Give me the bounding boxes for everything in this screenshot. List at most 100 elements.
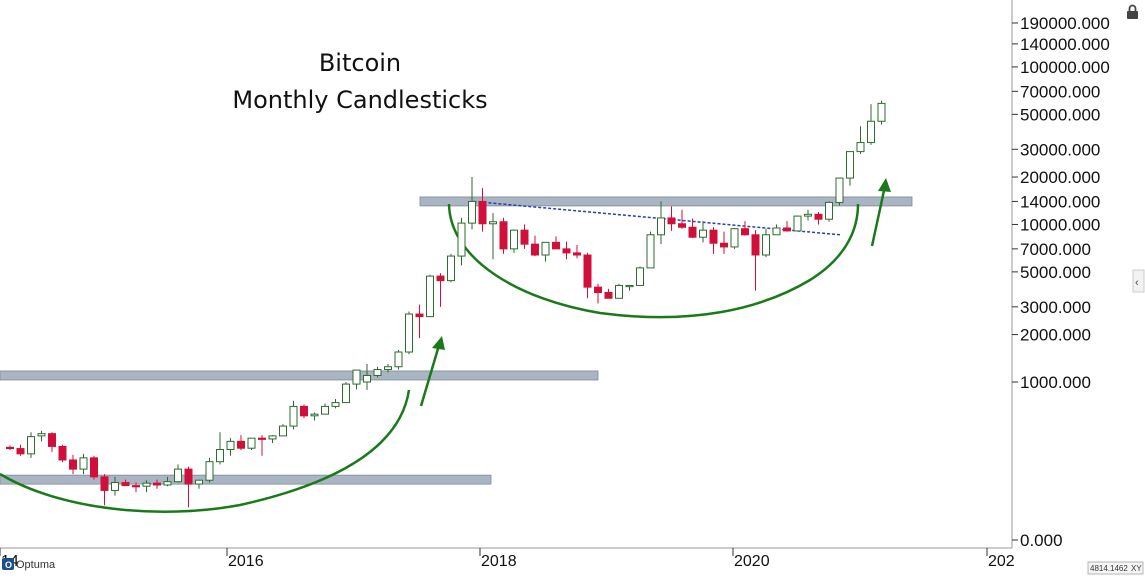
candle-up (489, 221, 497, 225)
candle-down (121, 482, 130, 487)
candle-up (111, 482, 119, 491)
candle-up (310, 413, 319, 417)
arrow-head-2017 (432, 336, 445, 350)
candle-up (762, 234, 770, 256)
chart-title-line-2: Monthly Candlesticks (232, 86, 487, 114)
candle-up (636, 267, 644, 286)
arrow-up-2017 (419, 341, 442, 407)
y-tick-label: 2000.000 (1020, 326, 1091, 345)
candle-up (331, 402, 340, 407)
candle-up (541, 241, 550, 256)
candle-up (247, 437, 256, 449)
candle-up (384, 366, 392, 371)
support-zone (0, 474, 492, 485)
candle-down (709, 229, 718, 244)
candle-up (426, 275, 434, 318)
candle-up (772, 227, 781, 236)
candle-up (835, 177, 844, 203)
svg-text:O: O (5, 560, 12, 570)
x-tick-label: 202 (988, 553, 1015, 570)
y-tick-label: 1000.000 (1020, 373, 1091, 392)
candle-up (27, 436, 35, 455)
candle-up (37, 433, 46, 437)
candle-down (237, 440, 245, 449)
candle-up (226, 440, 235, 450)
candle-up (699, 229, 707, 238)
candle-down (48, 433, 56, 447)
x-tick-label: 2016 (228, 553, 264, 570)
arc-2017-2020 (447, 203, 860, 319)
candle-up (846, 151, 854, 179)
candle-up (510, 229, 518, 250)
candle-up (163, 481, 172, 486)
candle-down (153, 482, 161, 486)
candle-up (447, 255, 455, 282)
y-tick-label: 70000.000 (1020, 82, 1100, 101)
candle-up (405, 313, 413, 353)
candle-up (268, 435, 277, 440)
candle-up (856, 142, 865, 153)
y-tick-label: 10000.000 (1020, 215, 1100, 234)
candle-down (478, 200, 487, 225)
arrow-up-2020 (870, 185, 887, 247)
support-zone (419, 196, 913, 207)
candle-up (352, 369, 361, 385)
candle-down (594, 286, 602, 293)
candles (6, 100, 886, 508)
support-zone (0, 370, 599, 381)
candle-down (520, 229, 529, 245)
candle-down (6, 446, 14, 450)
svg-text:‹: ‹ (1135, 277, 1139, 289)
candle-up (289, 405, 298, 427)
lock-icon[interactable] (1127, 4, 1138, 20)
candle-down (741, 228, 749, 236)
candle-up (730, 228, 739, 248)
candle-up (195, 479, 203, 485)
y-tick-label: 3000.000 (1020, 298, 1091, 317)
y-tick-label: 5000.000 (1020, 263, 1091, 282)
candle-down (678, 223, 686, 228)
y-tick-label: 14000.000 (1020, 192, 1100, 211)
y-tick-label: 50000.000 (1020, 105, 1100, 124)
candle-down (90, 457, 98, 478)
candle-down (132, 485, 140, 488)
y-tick-label: 0.000 (1020, 531, 1063, 550)
candle-up (457, 222, 466, 257)
candle-up (825, 201, 833, 220)
y-axis: 190000.000 140000.000 100000.000 70000.000 5… (1012, 14, 1110, 550)
candle-down (499, 221, 508, 250)
candle-up (342, 383, 350, 404)
candle-down (667, 217, 676, 225)
candle-up (142, 482, 151, 487)
candle-up (468, 200, 476, 224)
y-tick-label: 140000.000 (1020, 35, 1110, 54)
candle-up (174, 468, 182, 483)
candle-up (657, 217, 665, 236)
rounding-arcs (0, 178, 891, 513)
candle-down (531, 243, 539, 256)
candle-down (688, 226, 697, 238)
candle-up (79, 457, 88, 470)
candle-up (205, 461, 214, 481)
cursor-readout: 4814.1462 XY (1087, 561, 1144, 575)
candle-down (58, 445, 67, 461)
candle-down (573, 252, 581, 256)
candle-down (436, 275, 445, 282)
y-tick-label: 190000.000 (1020, 14, 1110, 33)
y-tick-label: 100000.000 (1020, 58, 1110, 77)
candle-down (783, 227, 791, 232)
candle-down (300, 405, 308, 417)
candle-up (279, 425, 287, 437)
readout-axis: XY (1131, 564, 1142, 573)
candle-down (552, 241, 560, 250)
brand-name: Optuma (16, 559, 56, 571)
candle-down (16, 448, 25, 455)
y-tick-label: 30000.000 (1020, 140, 1100, 159)
panel-expand-handle[interactable]: ‹ (1132, 269, 1145, 293)
chart-title-line-1: Bitcoin (319, 49, 401, 77)
support-zones (0, 196, 913, 485)
candle-down (814, 213, 823, 220)
candle-down (100, 476, 109, 491)
